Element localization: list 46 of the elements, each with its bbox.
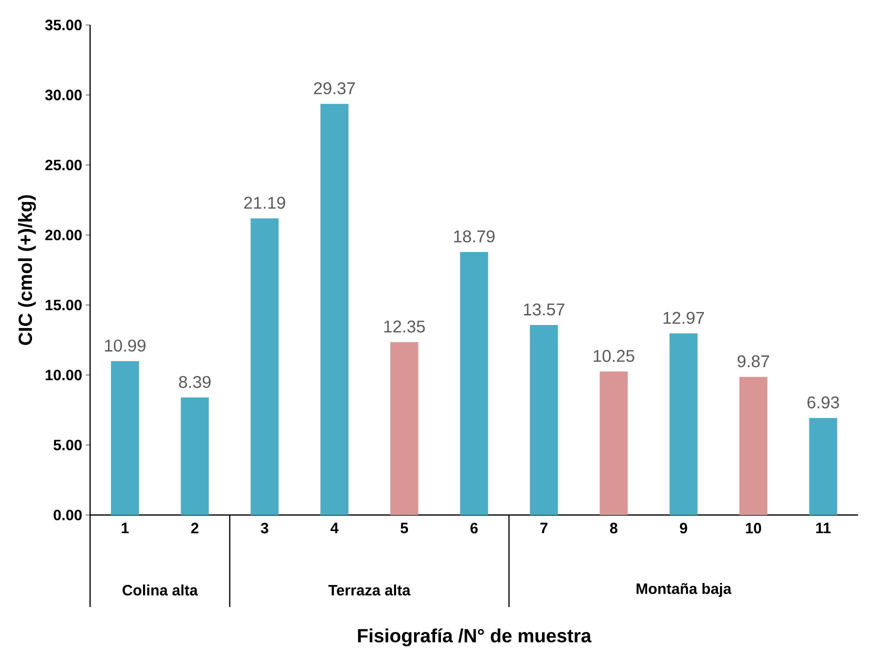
data-label: 21.19 bbox=[244, 196, 286, 209]
data-label: 12.97 bbox=[664, 312, 704, 324]
data-label: 10.99 bbox=[105, 340, 146, 352]
bar bbox=[530, 325, 558, 516]
bar bbox=[460, 252, 488, 516]
x-tick-label: 4 bbox=[330, 522, 339, 534]
bar bbox=[390, 342, 418, 516]
y-tick-label: 30.00 bbox=[45, 90, 82, 100]
y-axis-title: CIC (cmol (+)/kg) bbox=[18, 195, 36, 345]
x-tick-label: 2 bbox=[191, 522, 198, 534]
x-tick-label: 9 bbox=[680, 522, 688, 534]
y-tick-label: 5.00 bbox=[54, 440, 82, 450]
data-label: 6.93 bbox=[808, 396, 839, 408]
bar bbox=[600, 372, 628, 516]
text: Montaña baja bbox=[636, 583, 732, 597]
data-label: 9.87 bbox=[738, 355, 770, 368]
y-tick-label: 25.00 bbox=[45, 160, 82, 170]
bar bbox=[320, 104, 348, 516]
text: Terraza alta bbox=[328, 584, 411, 596]
y-tick-label: 10.00 bbox=[46, 370, 82, 380]
y-tick-label: 35.00 bbox=[45, 20, 82, 30]
x-tick-label: 3 bbox=[260, 522, 268, 534]
bar bbox=[809, 418, 838, 516]
bar bbox=[670, 333, 698, 516]
y-tick-label: 0.00 bbox=[54, 510, 82, 520]
data-label: 8.39 bbox=[179, 376, 211, 388]
x-tick-label: 5 bbox=[400, 522, 408, 534]
bar bbox=[250, 218, 279, 516]
x-tick-label: 7 bbox=[540, 522, 548, 534]
x-tick-label: 8 bbox=[610, 522, 618, 534]
y-tick-label: 15.00 bbox=[46, 300, 82, 310]
x-axis-title: Fisiografía /N° de muestra bbox=[358, 628, 592, 646]
text: Colina alta bbox=[122, 584, 198, 596]
x-tick-label: 1 bbox=[122, 522, 129, 534]
data-label: 12.35 bbox=[384, 320, 425, 333]
x-tick-label: 6 bbox=[470, 522, 478, 534]
bar bbox=[180, 398, 209, 516]
y-tick-label: 20.00 bbox=[45, 230, 82, 240]
bar bbox=[111, 361, 139, 516]
x-tick-label: 11 bbox=[816, 522, 831, 534]
data-label: 10.25 bbox=[594, 350, 634, 362]
data-label: 29.37 bbox=[314, 82, 355, 94]
x-tick-label: 10 bbox=[746, 522, 762, 534]
bar bbox=[739, 376, 768, 516]
data-label: 13.57 bbox=[524, 303, 564, 316]
data-label: 18.79 bbox=[454, 230, 495, 242]
